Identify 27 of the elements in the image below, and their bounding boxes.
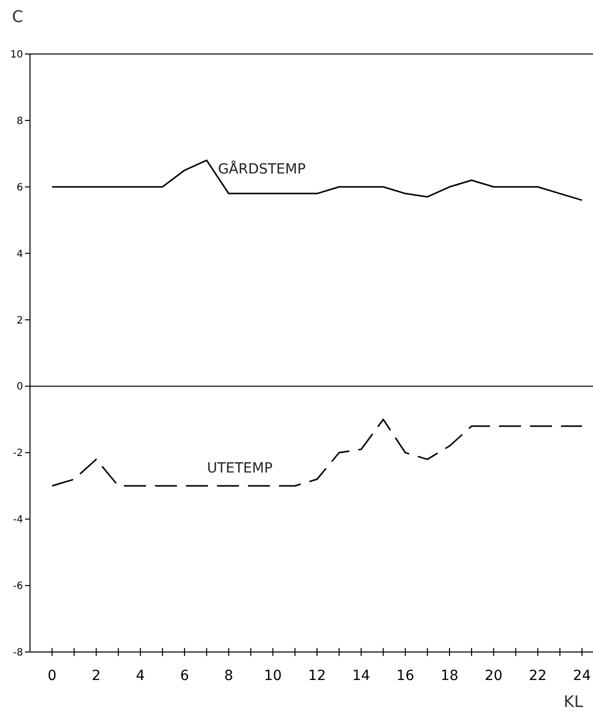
y-tick-label: 10 — [10, 50, 23, 60]
x-tick-label: 14 — [352, 668, 370, 684]
y-tick-label: -4 — [13, 514, 23, 526]
x-tick-label: 10 — [264, 668, 282, 684]
y-tick-label: -6 — [13, 581, 23, 592]
x-tick-label: 2 — [92, 668, 101, 684]
y-tick-label: 2 — [16, 315, 23, 326]
x-tick-label: 20 — [484, 668, 503, 684]
y-tick-label: 0 — [16, 382, 23, 393]
x-tick-label: 16 — [396, 668, 414, 684]
x-tick-label: 12 — [308, 668, 326, 684]
x-tick-label: 4 — [136, 668, 145, 684]
y-axis-title: C — [12, 7, 24, 26]
y-tick-label: 4 — [16, 248, 23, 260]
x-tick-label: 0 — [48, 668, 57, 684]
x-axis-title: KL — [564, 692, 584, 711]
series-label: GÅRDSTEMP — [218, 160, 306, 178]
y-tick-label: -2 — [13, 448, 23, 460]
x-tick-label: 6 — [180, 668, 190, 684]
y-tick-label: -8 — [13, 648, 23, 658]
series-label: UTETEMP — [206, 460, 273, 477]
x-tick-label: 22 — [528, 668, 547, 684]
x-tick-label: 18 — [440, 668, 458, 684]
y-tick-label: 8 — [16, 116, 23, 127]
y-tick-label: 6 — [16, 182, 23, 194]
x-tick-label: 24 — [573, 668, 591, 684]
x-tick-label: 8 — [224, 668, 234, 684]
